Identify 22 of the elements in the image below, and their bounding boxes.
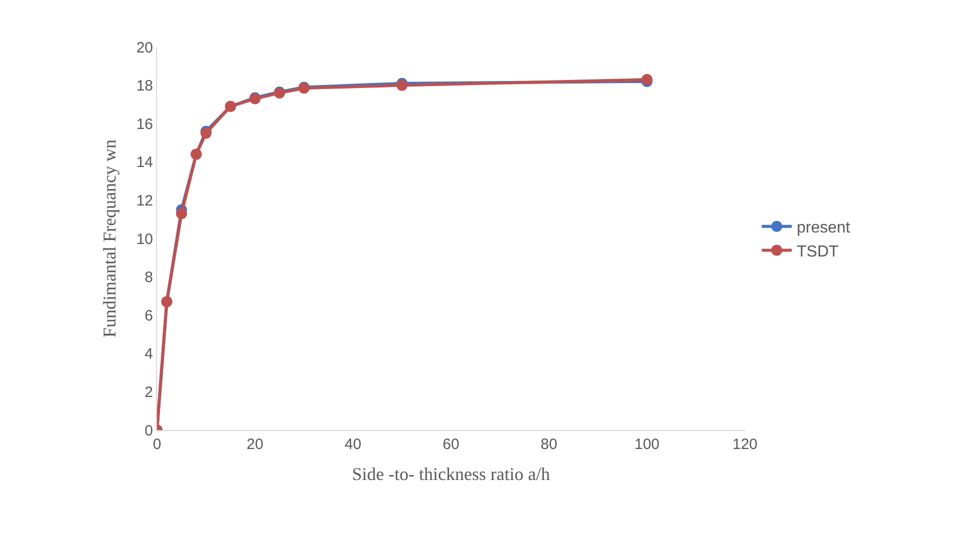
point	[176, 208, 187, 220]
y-tick-label: 4	[144, 346, 153, 363]
y-tick-label: 0	[144, 422, 153, 440]
legend-label: TSDT	[796, 243, 839, 260]
y-tick-label: 18	[136, 78, 153, 95]
x-axis-title: Side -to- thickness ratio a/h	[352, 464, 550, 484]
y-axis-title: Fundimantal Frequancy wn	[100, 140, 120, 338]
x-tick-label: 80	[540, 436, 558, 453]
legend-label: present	[796, 220, 851, 237]
x-tick-label: 60	[442, 436, 460, 453]
y-tick-label: 16	[136, 116, 153, 133]
y-tick-label: 6	[144, 307, 153, 324]
y-tick-label: 20	[136, 39, 153, 56]
x-tick-label: 120	[732, 436, 758, 453]
x-tick-label: 100	[634, 436, 660, 453]
y-tick-label: 8	[144, 269, 153, 286]
y-tick-label: 12	[136, 192, 153, 210]
y-tick-label: 14	[136, 154, 153, 172]
x-tick-label: 40	[344, 436, 362, 453]
x-tick-label: 20	[246, 436, 264, 453]
y-tick-label: 10	[136, 230, 153, 248]
y-tick-label: 2	[144, 384, 153, 401]
